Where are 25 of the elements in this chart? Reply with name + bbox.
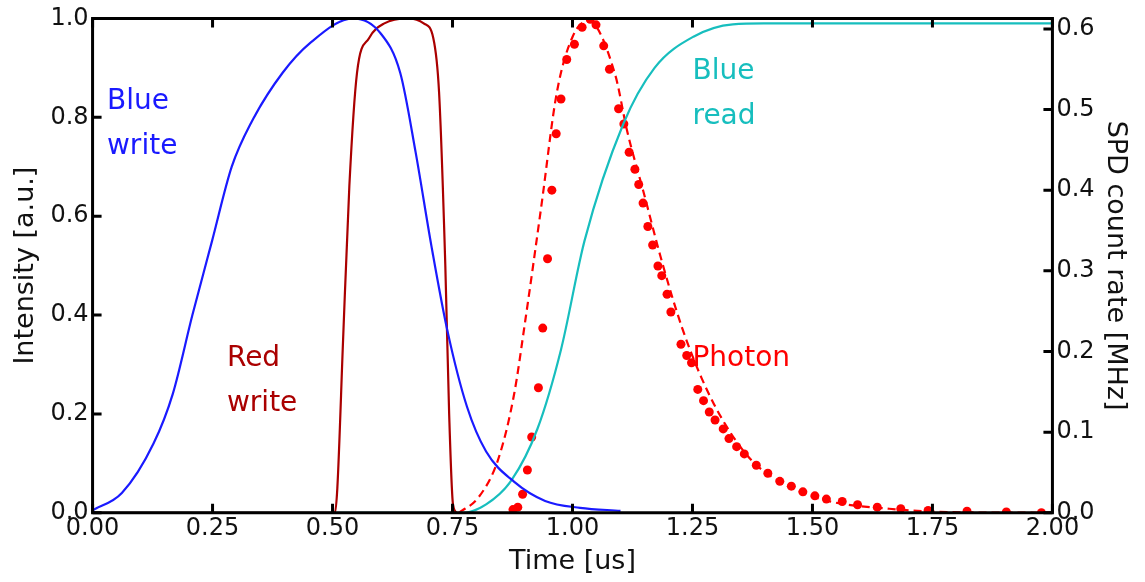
x-tick-label: 1.75 bbox=[905, 513, 960, 542]
y2-tick-label: 0.3 bbox=[1056, 255, 1095, 284]
x-tick-label: 1.00 bbox=[545, 513, 600, 542]
x-tick-label: 1.25 bbox=[665, 513, 720, 542]
y2-tick-label: 0.5 bbox=[1056, 93, 1095, 122]
y2-axis-title: SPD count rate [MHz] bbox=[1101, 120, 1133, 411]
series-label: Red write bbox=[226, 339, 298, 418]
y2-tick-label: 0.6 bbox=[1056, 13, 1095, 42]
y2-tick-label: 0.2 bbox=[1056, 335, 1095, 364]
y-tick-label: 0.4 bbox=[50, 299, 89, 328]
x-tick-label: 0.75 bbox=[425, 513, 480, 542]
y2-tick-label: 0.4 bbox=[1056, 174, 1095, 203]
series-label: Photon bbox=[692, 339, 791, 373]
series-label: Blue write bbox=[106, 82, 178, 161]
series-label: Blue read bbox=[692, 53, 756, 132]
x-axis-title: Time [us] bbox=[508, 543, 636, 575]
y-axis-title: Intensity [a.u.] bbox=[8, 166, 40, 365]
x-tick-label: 0.25 bbox=[185, 513, 240, 542]
y-tick-label: 0.8 bbox=[50, 101, 89, 130]
y-tick-label: 0.6 bbox=[50, 200, 89, 229]
y-tick-label: 1.0 bbox=[50, 2, 89, 31]
x-tick-label: 0.50 bbox=[305, 513, 360, 542]
y-tick-label: 0.2 bbox=[50, 398, 89, 427]
y2-tick-label: 0.1 bbox=[1056, 416, 1095, 445]
x-tick-label: 1.50 bbox=[785, 513, 840, 542]
